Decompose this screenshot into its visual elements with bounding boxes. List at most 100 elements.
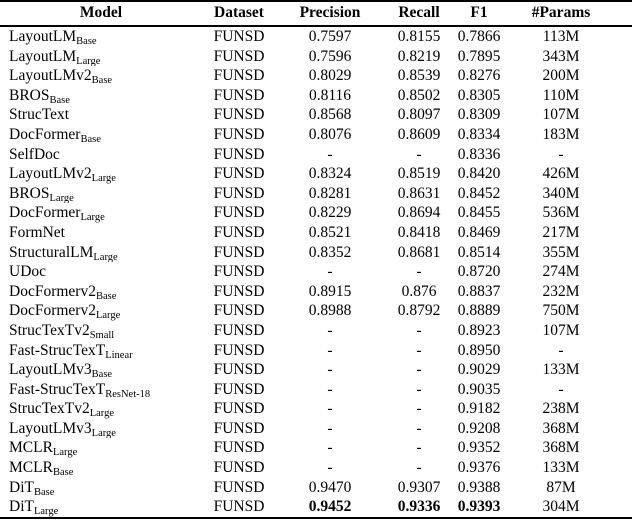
- model-base-name: FormNet: [9, 223, 65, 241]
- model-name: LayoutLMv2Large: [0, 164, 202, 184]
- precision-cell: 0.8116: [308, 86, 352, 104]
- precision-cell: 0.9452: [308, 498, 352, 516]
- model-name: DocFormerBase: [0, 125, 202, 145]
- params-cell: 304M: [542, 498, 580, 516]
- model-name: LayoutLMv2Base: [0, 66, 202, 86]
- model-base-name: UDoc: [9, 263, 47, 281]
- table-row: DocFormerv2Base FUNSD 0.8915 0.876 0.8837 232…: [0, 282, 632, 302]
- column-header-model: Model: [79, 4, 123, 21]
- params-cell: 107M: [542, 321, 580, 339]
- params-cell: -: [558, 145, 564, 163]
- table-row: LayoutLMv2Base FUNSD 0.8029 0.8539 0.8276 200…: [0, 66, 632, 86]
- recall-cell: -: [416, 439, 422, 457]
- precision-cell: 0.9470: [308, 478, 352, 496]
- model-base-name: BROS: [9, 86, 50, 104]
- f1-cell: 0.9182: [457, 400, 501, 418]
- table-row: MCLRBase FUNSD - - 0.9376 133M: [0, 458, 632, 478]
- dataset-cell: FUNSD: [213, 47, 265, 65]
- column-header-recall: Recall: [398, 4, 440, 21]
- model-subscript: Base: [91, 75, 113, 86]
- model-subscript: Base: [52, 467, 74, 478]
- dataset-cell: FUNSD: [213, 243, 265, 261]
- model-subscript: Base: [49, 94, 70, 106]
- model-name: StrucTexTv2Large: [0, 399, 202, 419]
- table-row: StructuralLMLarge FUNSD 0.8352 0.8681 0.8514…: [0, 243, 632, 263]
- model-name: MCLRLarge: [0, 438, 202, 458]
- table-row: FormNet FUNSD 0.8521 0.8418 0.8469 217M: [0, 223, 632, 243]
- f1-cell: 0.8889: [457, 302, 501, 320]
- recall-cell: 0.8097: [397, 106, 441, 124]
- model-subscript: Large: [91, 173, 116, 184]
- recall-cell: 0.8502: [397, 86, 441, 104]
- f1-cell: 0.9388: [457, 478, 501, 496]
- f1-cell: 0.7866: [457, 28, 501, 45]
- params-cell: 426M: [542, 165, 580, 183]
- precision-cell: -: [327, 263, 333, 281]
- table-row: DiTLarge FUNSD 0.9452 0.9336 0.9393 304M: [0, 497, 632, 518]
- model-subscript: ResNet-18: [105, 388, 151, 400]
- table-row: DocFormerLarge FUNSD 0.8229 0.8694 0.8455 536…: [0, 203, 632, 223]
- f1-cell: 0.8336: [457, 145, 501, 163]
- f1-cell: 0.8923: [457, 321, 501, 339]
- f1-cell: 0.8276: [457, 67, 501, 85]
- model-name: LayoutLMv3Base: [0, 360, 202, 380]
- dataset-cell: FUNSD: [213, 341, 265, 359]
- model-base-name: DiT: [9, 478, 34, 496]
- precision-cell: -: [327, 341, 333, 359]
- dataset-cell: FUNSD: [213, 361, 265, 379]
- f1-cell: 0.8514: [457, 243, 501, 261]
- model-base-name: DocFormerv2: [9, 282, 96, 300]
- recall-cell: 0.8219: [397, 47, 441, 65]
- table-header: Model Dataset Precision Recall F1 #Params: [0, 1, 632, 26]
- recall-cell: -: [416, 321, 422, 339]
- table-row: LayoutLMv2Large FUNSD 0.8324 0.8519 0.8420 42…: [0, 164, 632, 184]
- model-base-name: LayoutLMv2: [9, 67, 92, 85]
- model-subscript: Large: [95, 310, 121, 321]
- model-subscript: Large: [89, 408, 114, 419]
- table-row: Fast-StrucTexTResNet-18 FUNSD - - 0.9035 -: [0, 380, 632, 400]
- params-cell: 200M: [542, 67, 580, 85]
- model-subscript: Large: [49, 192, 74, 204]
- params-cell: 368M: [542, 419, 580, 437]
- f1-cell: 0.8452: [457, 184, 501, 202]
- dataset-cell: FUNSD: [213, 125, 265, 143]
- recall-cell: -: [416, 361, 422, 379]
- precision-cell: -: [327, 145, 333, 163]
- params-cell: 274M: [542, 263, 580, 281]
- params-cell: 238M: [542, 400, 580, 418]
- dataset-cell: FUNSD: [213, 459, 265, 477]
- model-base-name: SelfDoc: [9, 145, 60, 163]
- dataset-cell: FUNSD: [213, 184, 265, 202]
- precision-cell: 0.8076: [308, 125, 352, 143]
- recall-cell: 0.9336: [397, 498, 441, 516]
- dataset-cell: FUNSD: [213, 106, 265, 124]
- recall-cell: 0.8694: [397, 204, 441, 222]
- precision-cell: 0.7596: [308, 47, 352, 65]
- table-body: LayoutLMBase FUNSD 0.7597 0.8155 0.7866 113M L…: [0, 26, 632, 518]
- model-name: DiTBase: [0, 478, 202, 498]
- model-base-name: StrucTexTv2: [9, 400, 90, 418]
- model-base-name: StructuralLM: [9, 243, 94, 261]
- f1-cell: 0.8305: [457, 86, 501, 104]
- model-name: BROSBase: [0, 86, 202, 106]
- recall-cell: -: [416, 145, 422, 163]
- model-name: Fast-StrucTexTResNet-18: [0, 380, 202, 400]
- model-base-name: LayoutLMv2: [9, 165, 92, 183]
- precision-cell: 0.8521: [308, 223, 352, 241]
- params-cell: 133M: [542, 459, 580, 477]
- model-name: LayoutLMLarge: [0, 47, 202, 67]
- model-name: DocFormerv2Large: [0, 301, 202, 321]
- dataset-cell: FUNSD: [213, 28, 265, 45]
- recall-cell: 0.9307: [397, 478, 441, 496]
- recall-cell: 0.8681: [397, 243, 441, 261]
- params-cell: 343M: [542, 47, 580, 65]
- precision-cell: -: [327, 361, 333, 379]
- model-base-name: StrucTexTv2: [9, 321, 90, 339]
- model-subscript: Large: [76, 55, 101, 67]
- dataset-cell: FUNSD: [213, 204, 265, 222]
- recall-cell: 0.876: [401, 282, 437, 300]
- column-header-precision: Precision: [299, 4, 361, 21]
- dataset-cell: FUNSD: [213, 498, 265, 516]
